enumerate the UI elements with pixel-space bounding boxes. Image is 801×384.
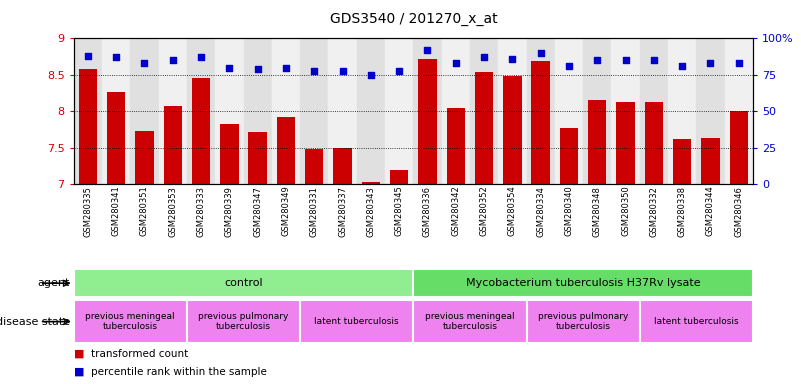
Bar <box>300 300 413 343</box>
Bar <box>390 170 409 184</box>
Bar <box>475 72 493 184</box>
Text: ■: ■ <box>74 349 84 359</box>
Point <box>252 66 264 72</box>
Bar <box>617 102 634 184</box>
Bar <box>583 38 611 184</box>
Bar <box>413 300 526 343</box>
Point <box>167 57 179 63</box>
Point <box>704 60 717 66</box>
Point <box>110 54 123 60</box>
Bar <box>441 38 470 184</box>
Point <box>732 60 745 66</box>
Point <box>82 53 95 59</box>
Point <box>392 68 405 74</box>
Point <box>308 68 320 74</box>
Bar <box>413 270 753 297</box>
Point <box>647 57 660 63</box>
Text: latent tuberculosis: latent tuberculosis <box>654 317 739 326</box>
Text: transformed count: transformed count <box>91 349 188 359</box>
Bar <box>696 38 725 184</box>
Bar <box>220 124 239 184</box>
Point <box>477 54 490 60</box>
Bar <box>470 38 498 184</box>
Text: GDS3540 / 201270_x_at: GDS3540 / 201270_x_at <box>329 12 497 25</box>
Bar <box>192 78 210 184</box>
Bar <box>498 38 526 184</box>
Bar <box>187 38 215 184</box>
Point <box>421 47 434 53</box>
Bar <box>702 137 719 184</box>
Bar <box>560 128 578 184</box>
Bar <box>78 69 97 184</box>
Bar <box>74 38 102 184</box>
Bar <box>163 106 182 184</box>
Bar <box>333 148 352 184</box>
Text: disease state: disease state <box>0 316 70 327</box>
Bar <box>300 38 328 184</box>
Text: previous meningeal
tuberculosis: previous meningeal tuberculosis <box>425 312 515 331</box>
Bar <box>272 38 300 184</box>
Point <box>195 54 207 60</box>
Bar <box>244 38 272 184</box>
Point <box>534 50 547 56</box>
Point <box>676 63 689 69</box>
Point <box>449 60 462 66</box>
Text: control: control <box>224 278 263 288</box>
Bar <box>131 38 159 184</box>
Bar <box>159 38 187 184</box>
Bar <box>730 111 748 184</box>
Bar <box>362 182 380 184</box>
Bar <box>640 300 753 343</box>
Bar <box>74 300 187 343</box>
Point <box>336 68 349 74</box>
Bar <box>526 38 555 184</box>
Bar <box>385 38 413 184</box>
Text: agent: agent <box>38 278 70 288</box>
Point <box>223 65 235 71</box>
Bar <box>107 92 125 184</box>
Bar <box>135 131 154 184</box>
Text: latent tuberculosis: latent tuberculosis <box>315 317 399 326</box>
Bar <box>418 59 437 184</box>
Point <box>562 63 575 69</box>
Bar <box>526 300 640 343</box>
Bar <box>215 38 244 184</box>
Bar <box>248 132 267 184</box>
Bar <box>328 38 356 184</box>
Bar <box>356 38 385 184</box>
Bar <box>725 38 753 184</box>
Bar <box>305 149 324 184</box>
Bar <box>555 38 583 184</box>
Point <box>138 60 151 66</box>
Bar <box>611 38 640 184</box>
Point <box>591 57 604 63</box>
Bar <box>187 300 300 343</box>
Bar <box>668 38 696 184</box>
Text: previous pulmonary
tuberculosis: previous pulmonary tuberculosis <box>538 312 628 331</box>
Point <box>364 72 377 78</box>
Text: previous pulmonary
tuberculosis: previous pulmonary tuberculosis <box>199 312 288 331</box>
Text: previous meningeal
tuberculosis: previous meningeal tuberculosis <box>86 312 175 331</box>
Bar <box>102 38 131 184</box>
Bar <box>277 117 295 184</box>
Bar <box>532 61 549 184</box>
Text: ■: ■ <box>74 367 84 377</box>
Bar <box>413 38 441 184</box>
Bar <box>645 102 663 184</box>
Text: percentile rank within the sample: percentile rank within the sample <box>91 367 268 377</box>
Point <box>619 57 632 63</box>
Point <box>506 56 519 62</box>
Bar <box>588 100 606 184</box>
Bar <box>673 139 691 184</box>
Bar <box>447 108 465 184</box>
Text: Mycobacterium tuberculosis H37Rv lysate: Mycobacterium tuberculosis H37Rv lysate <box>466 278 700 288</box>
Bar <box>74 270 413 297</box>
Point <box>280 65 292 71</box>
Bar <box>640 38 668 184</box>
Bar <box>503 76 521 184</box>
